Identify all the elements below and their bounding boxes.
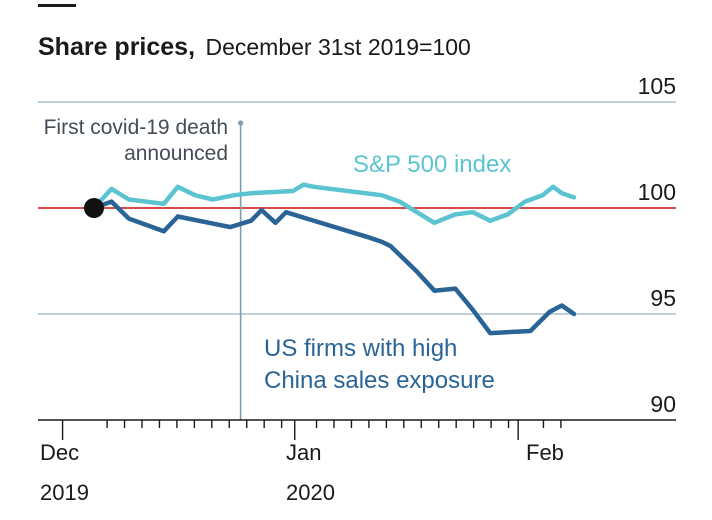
x-tick-label-dec: Dec — [40, 440, 79, 465]
series-line-sp500 — [91, 182, 577, 226]
series-label-china-line-2: China sales exposure — [264, 367, 495, 394]
y-tick-label-95: 95 — [650, 285, 676, 311]
y-tick-label-105: 105 — [638, 73, 676, 99]
start-point-dot — [84, 198, 104, 218]
gridlines — [38, 101, 676, 315]
chart-title-line: Share prices, December 31st 2019=100 — [38, 33, 471, 61]
y-axis-ticks: 105 100 95 90 — [638, 73, 676, 417]
series-label-china-line-1: US firms with high — [264, 335, 457, 362]
chart-title: Share prices, — [38, 33, 195, 61]
title-rule — [38, 4, 76, 7]
chart-subtitle: December 31st 2019=100 — [205, 34, 470, 60]
x-tick-label-2019: 2019 — [40, 480, 89, 505]
y-tick-label-90: 90 — [650, 391, 676, 417]
covid-death-marker-dot — [238, 120, 244, 126]
x-tick-label-feb: Feb — [526, 440, 564, 465]
y-tick-label-100: 100 — [638, 179, 676, 205]
x-tick-label-2020: 2020 — [286, 480, 335, 505]
x-tick-label-jan: Jan — [286, 440, 321, 465]
annotation-line-2: announced — [124, 142, 228, 165]
annotation-line-1: First covid-19 death — [44, 116, 228, 139]
x-axis-ticks — [61, 420, 562, 440]
series-line-china-exposure — [91, 199, 577, 336]
series-label-sp500: S&P 500 index — [353, 151, 511, 178]
